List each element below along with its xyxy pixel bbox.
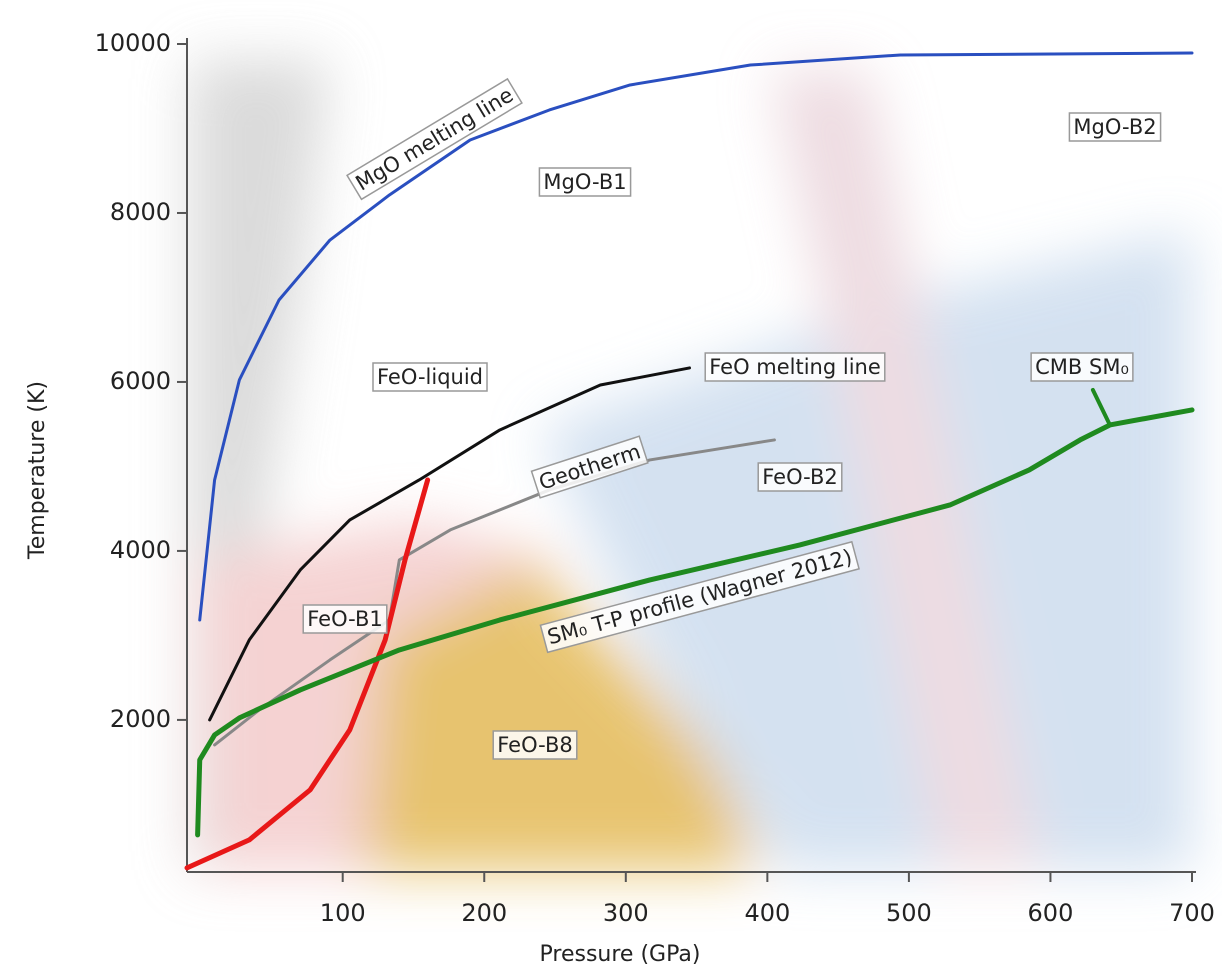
- region-label-group: FeO-B2: [757, 462, 843, 492]
- region-label-box: [1030, 352, 1134, 382]
- x-axis-label: Pressure (GPa): [540, 942, 701, 967]
- phase-shading: [190, 60, 1192, 870]
- x-tick-label: 400: [744, 899, 790, 927]
- region-label: FeO-liquid: [377, 365, 483, 389]
- region-label: MgO-B2: [1073, 115, 1156, 139]
- y-tick-label: 4000: [110, 536, 171, 564]
- region-label-box: [757, 462, 843, 492]
- x-tick-label: 600: [1028, 899, 1074, 927]
- x-tick-label: 200: [461, 899, 507, 927]
- x-tick-label: 500: [886, 899, 932, 927]
- y-tick-label: 10000: [95, 29, 171, 57]
- region-label-group: MgO-B1: [538, 167, 632, 197]
- series-line: [1090, 387, 1112, 427]
- series-label-group: FeO melting line: [704, 352, 886, 382]
- region-label: FeO-B1: [307, 607, 383, 631]
- y-tick-label: 8000: [110, 198, 171, 226]
- region-label-box: [1068, 112, 1162, 142]
- region-label-box: [492, 730, 578, 760]
- series-line: [195, 407, 1195, 838]
- series-label: FeO melting line: [709, 355, 881, 379]
- y-axis-label: Temperature (K): [25, 381, 50, 560]
- series-line: [184, 477, 431, 871]
- region-label-box: [372, 362, 488, 392]
- region-label-group: FeO-liquid: [372, 362, 488, 392]
- region-label-box: [302, 604, 388, 634]
- region-label-group: FeO-B8: [492, 730, 578, 760]
- x-tick-label: 700: [1169, 899, 1215, 927]
- region-label-group: CMB SM₀: [1030, 352, 1134, 382]
- x-tick-label: 100: [320, 899, 366, 927]
- region-label: MgO-B1: [543, 170, 626, 194]
- region-label: FeO-B2: [762, 465, 838, 489]
- series-label-box: [704, 352, 886, 382]
- series-line: [208, 366, 691, 722]
- region-label-group: MgO-B2: [1068, 112, 1162, 142]
- series-label-box: [346, 77, 523, 201]
- region-label-box: [538, 167, 632, 197]
- y-tick-label: 6000: [110, 367, 171, 395]
- y-tick-label: 2000: [110, 705, 171, 733]
- x-tick-label: 300: [603, 899, 649, 927]
- region-label: CMB SM₀: [1035, 355, 1129, 379]
- series-label-group: MgO melting line: [346, 77, 523, 201]
- region-label: FeO-B8: [497, 733, 573, 757]
- series-label-box: [539, 540, 860, 654]
- series-label: MgO melting line: [352, 83, 518, 196]
- series-label-box: [530, 435, 649, 499]
- region-label-group: FeO-B1: [302, 604, 388, 634]
- series-line: [198, 51, 1194, 622]
